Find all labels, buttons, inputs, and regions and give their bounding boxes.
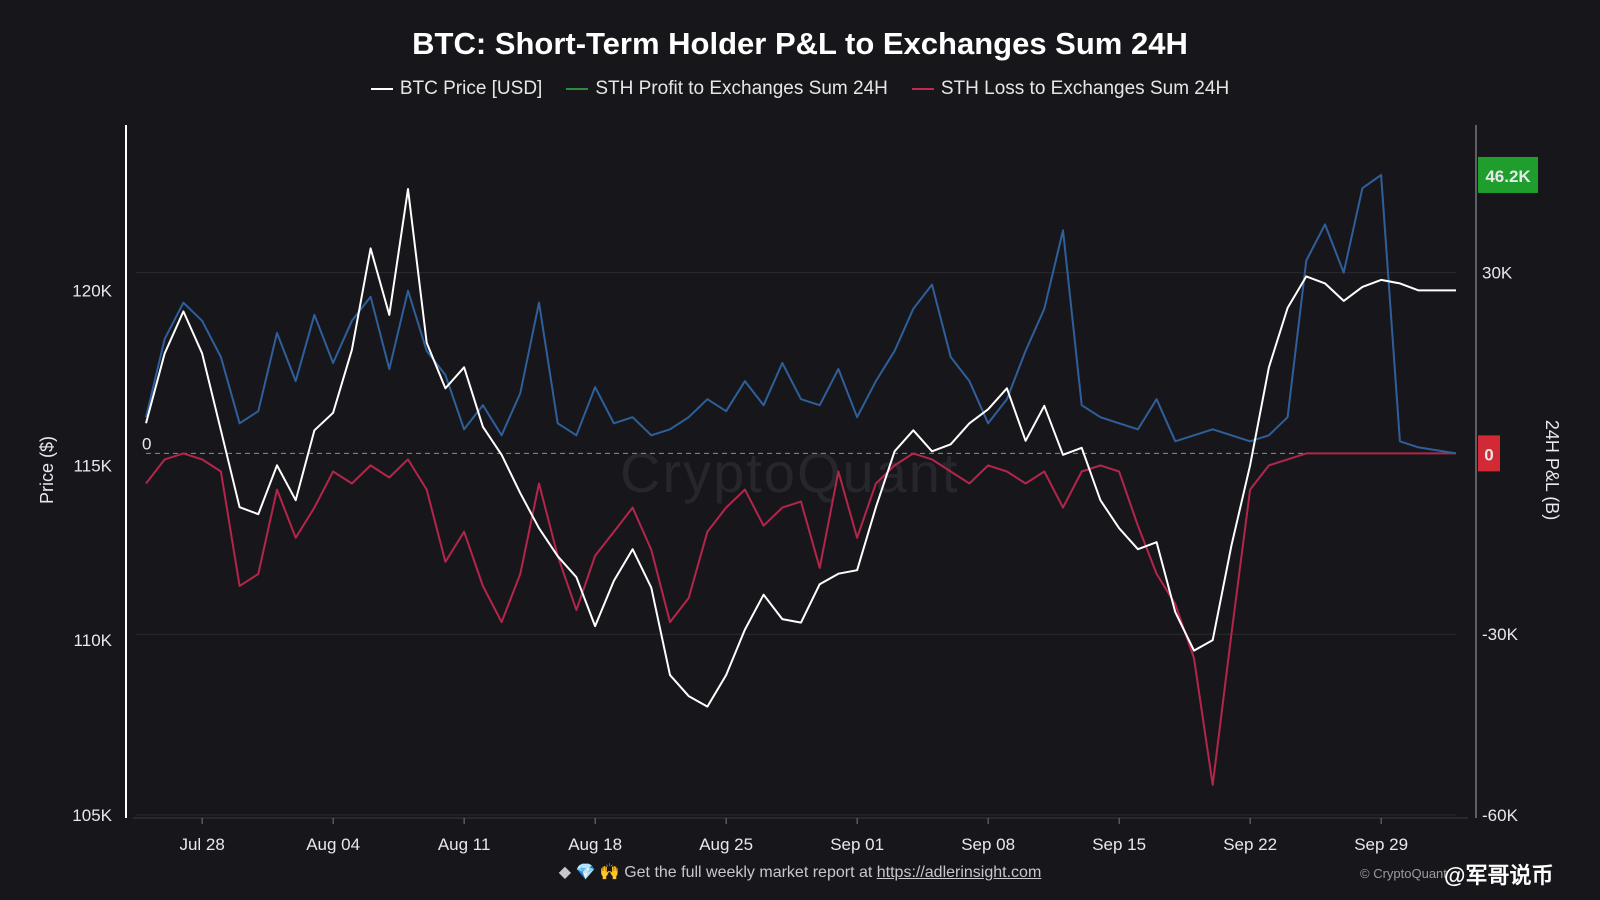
series-lines [145,174,1457,786]
watermark-text: @军哥说币 [1444,863,1554,888]
legend-label-loss: STH Loss to Exchanges Sum 24H [940,78,1230,99]
y-right-axis-title: 24H P&L (B) [1542,420,1562,520]
axes [125,125,1477,824]
y-left-tick-label: 105K [72,806,112,825]
credit-text: © CryptoQuant [1360,866,1447,881]
legend-label-profit: STH Profit to Exchanges Sum 24H [595,78,888,99]
x-tick-label: Aug 11 [438,835,491,854]
x-tick-label: Aug 25 [699,835,753,854]
y-left-tick-label: 115K [74,456,113,475]
profit-value-label: 46.2K [1485,167,1531,186]
chart-legend: BTC Price [USD] STH Profit to Exchanges … [0,78,1600,100]
loss-value-badge [1478,435,1500,472]
x-tick-label: Jul 28 [179,835,224,854]
legend-swatch-loss [911,88,934,90]
x-tick-label: Sep 29 [1354,835,1408,854]
x-tick-label: Sep 01 [830,835,884,854]
y-right-tick-label: -30K [1482,625,1519,644]
chart-title: BTC: Short-Term Holder P&L to Exchanges … [412,26,1188,61]
footer: ◆ 💎 🙌 Get the full weekly market report … [0,862,1600,882]
zero-line-label: 0 [142,434,151,453]
legend-swatch-profit [566,88,589,90]
series-line-sth-profit [145,174,1457,455]
footer-text: Get the full weekly market report at [624,864,877,881]
footer-icons: ◆ 💎 🙌 [558,864,620,881]
legend-item-loss[interactable]: STH Loss to Exchanges Sum 24H [911,78,1230,100]
series-line-btc-price [145,188,1456,708]
background-watermark: CryptoQuant [620,441,960,504]
footer-link[interactable]: https://adlerinsight.com [876,864,1042,881]
loss-value-label: 0 [1484,445,1493,464]
legend-label-price: BTC Price [USD] [399,78,543,99]
x-tick-label: Aug 18 [568,835,622,854]
axis-labels: -60K -30K 30K 105K 110K 115K 120K Jul 28 Aug 04 A… [72,156,1538,854]
y-left-tick-label: 120K [72,281,112,300]
y-right-tick-label: -60K [1482,806,1519,825]
y-left-tick-label: 110K [74,631,113,650]
x-tick-label: Aug 04 [306,835,360,854]
x-tick-label: Sep 15 [1092,835,1146,854]
legend-item-price[interactable]: BTC Price [USD] [370,78,543,100]
x-tick-label: Sep 22 [1223,835,1277,854]
grid-lines [136,272,1456,816]
y-right-tick-label: 30K [1482,264,1513,283]
series-line-sth-loss [145,452,1456,786]
y-left-axis-title: Price ($) [37,436,57,504]
legend-item-profit[interactable]: STH Profit to Exchanges Sum 24H [566,78,888,100]
x-tick-label: Sep 08 [961,835,1015,854]
profit-value-badge [1478,156,1538,193]
legend-swatch-price [370,88,393,90]
